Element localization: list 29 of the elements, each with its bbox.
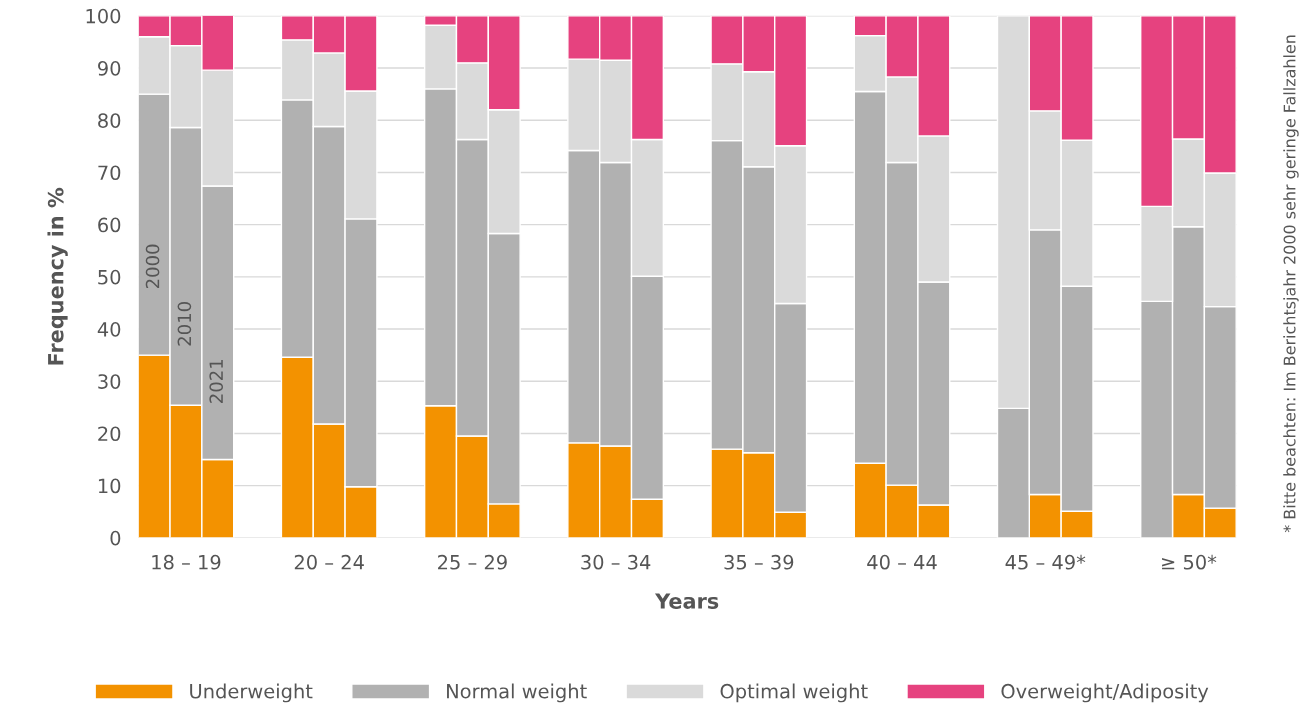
text: * Bitte beachten: Im Berichtsjahr 2000 sehr geringe Fallzahlen <box>1283 35 1299 533</box>
x-tick-label: 40 – 44 <box>867 554 937 570</box>
legend-label: Underweight <box>190 683 313 703</box>
x-tick-label: 35 – 39 <box>724 554 794 570</box>
legend-label: Overweight/Adiposity <box>1001 683 1209 703</box>
legend-label: Optimal weight <box>720 683 868 703</box>
y-tick-label: 10 <box>98 478 121 494</box>
y-tick-label: 60 <box>98 217 121 233</box>
y-tick-label: 30 <box>98 374 121 389</box>
y-tick-label: 70 <box>98 165 121 181</box>
annotation: 2021 <box>209 359 224 403</box>
x-tick-label: 25 – 29 <box>438 554 507 570</box>
y-tick-label: 90 <box>98 61 121 76</box>
x-tick-label: ≥ 50* <box>1162 554 1217 570</box>
y-tick-label: 80 <box>98 113 121 128</box>
annotation: 2000 <box>145 244 160 289</box>
y-tick-label: 20 <box>98 426 121 442</box>
y-tick-label: 40 <box>97 322 121 337</box>
annotation: 2010 <box>177 302 192 346</box>
legend-label: Normal weight <box>447 683 587 703</box>
x-tick-label: 30 – 34 <box>581 554 651 570</box>
y-tick-label: 100 <box>86 8 121 24</box>
x-tick-label: 45 – 49* <box>1005 554 1086 570</box>
x-axis-title: Years <box>654 593 719 609</box>
y-axis-title: Frequency in % <box>47 187 68 365</box>
x-tick-label: 20 – 24 <box>294 554 364 570</box>
y-tick-label: 50 <box>98 269 121 285</box>
y-tick-label: 0 <box>110 530 121 546</box>
x-tick-label: 18 – 19 <box>152 554 221 570</box>
